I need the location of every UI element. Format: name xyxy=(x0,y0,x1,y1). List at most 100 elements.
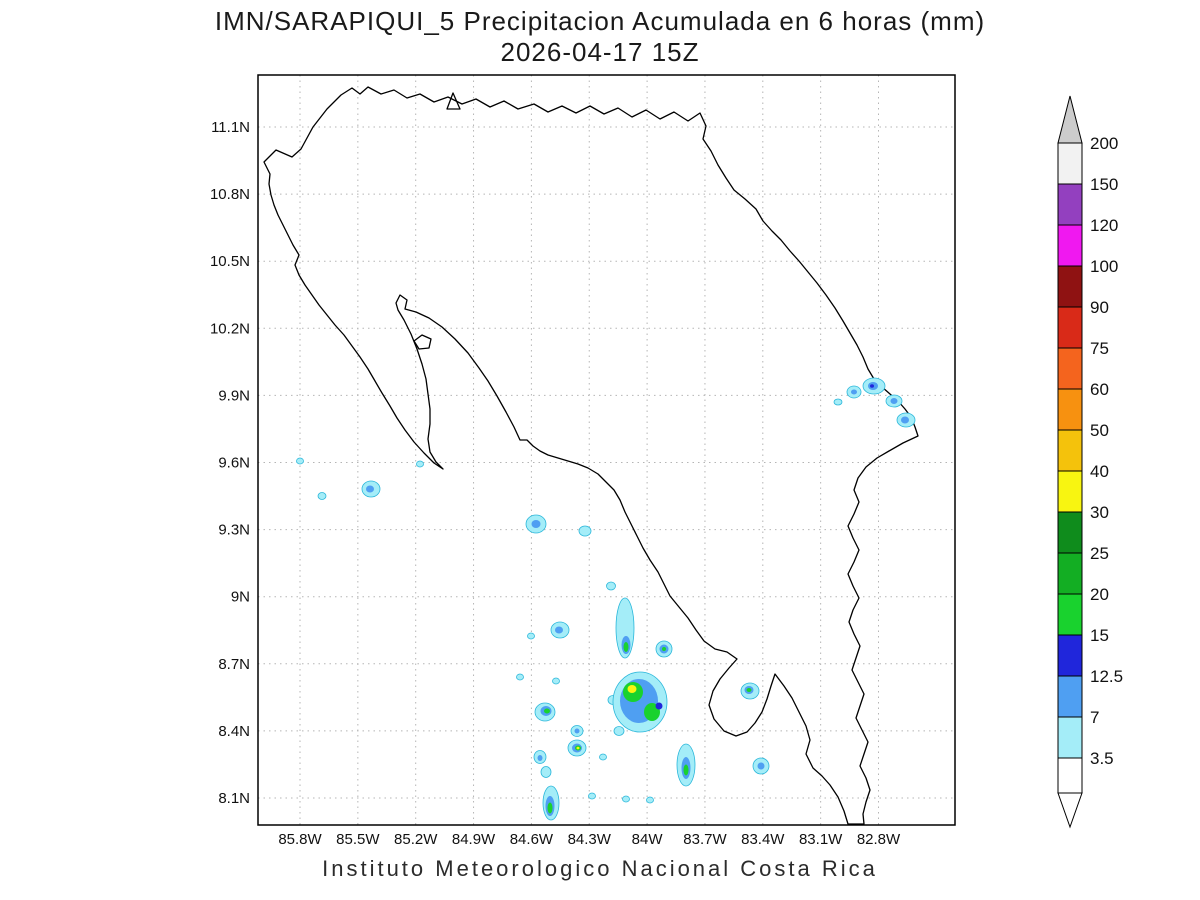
colorbar-label: 50 xyxy=(1090,421,1109,440)
colorbar-segment xyxy=(1057,388,1083,431)
source-caption: Instituto Meteorologico Nacional Costa R… xyxy=(322,856,878,881)
precip-cell xyxy=(516,673,524,681)
precip-cell xyxy=(890,398,898,404)
chart-subtitle-datetime: 2026-04-17 15Z xyxy=(500,37,700,67)
colorbar-segment xyxy=(1057,306,1083,349)
lon-axis-label: 85.8W xyxy=(278,831,322,848)
precip-cell xyxy=(296,457,304,465)
costa-rica-coastline xyxy=(446,92,461,110)
colorbar-label: 12.5 xyxy=(1090,667,1123,686)
costa-rica-coastline xyxy=(413,334,432,350)
precip-cell xyxy=(606,581,616,591)
precip-cell xyxy=(537,755,543,761)
lon-axis-label: 83.4W xyxy=(741,831,785,848)
lon-axis-label: 84W xyxy=(632,831,664,848)
precip-cell xyxy=(576,746,580,750)
colorbar-segment xyxy=(1057,429,1083,472)
lat-axis-label: 9.6N xyxy=(218,455,250,472)
colorbar-label: 25 xyxy=(1090,544,1109,563)
lon-axis-label: 82.8W xyxy=(857,831,901,848)
colorbar-label: 15 xyxy=(1090,626,1109,645)
precip-cell xyxy=(578,525,592,537)
colorbar-segment xyxy=(1057,142,1083,185)
precip-cell xyxy=(574,728,580,734)
lat-axis-label: 9.3N xyxy=(218,522,250,539)
colorbar-label: 3.5 xyxy=(1090,749,1114,768)
chart-title: IMN/SARAPIQUI_5 Precipitacion Acumulada … xyxy=(214,6,986,36)
lat-axis-label: 9.9N xyxy=(218,387,250,404)
lat-axis-label: 8.4N xyxy=(218,723,250,740)
precip-cell xyxy=(683,764,689,776)
colorbar-label: 60 xyxy=(1090,380,1109,399)
precip-cell xyxy=(555,626,563,634)
precip-cell xyxy=(599,753,607,761)
precip-cell xyxy=(833,398,843,406)
colorbar-arrow-top xyxy=(1057,95,1083,144)
precip-cell xyxy=(757,762,765,770)
precip-cell xyxy=(870,384,874,388)
colorbar-label: 30 xyxy=(1090,503,1109,522)
lat-axis-label: 11.1N xyxy=(211,119,250,136)
colorbar-segment xyxy=(1057,224,1083,267)
title-block: IMN/SARAPIQUI_5 Precipitacion Acumulada … xyxy=(0,6,1200,68)
colorbar-segment xyxy=(1057,183,1083,226)
lon-axis-label: 85.5W xyxy=(336,831,380,848)
precip-cell xyxy=(655,702,663,710)
lat-axis-label: 9N xyxy=(231,589,250,606)
colorbar-label: 200 xyxy=(1090,134,1118,153)
lon-axis-label: 84.6W xyxy=(510,831,554,848)
precip-cell xyxy=(623,642,629,652)
colorbar-segment xyxy=(1057,757,1083,794)
precip-cell xyxy=(746,688,752,692)
precip-cell xyxy=(366,485,374,493)
colorbar-segment xyxy=(1057,511,1083,554)
lat-axis-label: 10.5N xyxy=(210,253,250,270)
lat-axis-label: 8.7N xyxy=(218,656,250,673)
lon-axis-label: 83.7W xyxy=(683,831,727,848)
precip-cell xyxy=(531,520,541,528)
colorbar-label: 100 xyxy=(1090,257,1118,276)
lon-axis-label: 83.1W xyxy=(799,831,843,848)
colorbar-label: 90 xyxy=(1090,298,1109,317)
colorbar-segment xyxy=(1057,347,1083,390)
precip-cell xyxy=(851,389,857,395)
precip-cell xyxy=(552,677,560,685)
precip-cell xyxy=(540,766,552,778)
precip-cell xyxy=(416,460,424,468)
colorbar-label: 40 xyxy=(1090,462,1109,481)
colorbar-segment xyxy=(1057,634,1083,677)
precip-cell xyxy=(547,802,553,814)
lat-axis-label: 10.2N xyxy=(210,320,250,337)
precip-cell xyxy=(662,647,666,651)
lon-axis-label: 85.2W xyxy=(394,831,438,848)
colorbar-segment xyxy=(1057,716,1083,759)
precip-cell xyxy=(588,792,596,800)
colorbar-segment xyxy=(1057,552,1083,595)
colorbar-segment xyxy=(1057,675,1083,718)
map-frame xyxy=(257,74,956,826)
colorbar-label: 20 xyxy=(1090,585,1109,604)
colorbar-label: 75 xyxy=(1090,339,1109,358)
precip-cell xyxy=(646,796,654,804)
precip-cell xyxy=(613,726,625,736)
colorbar-segment xyxy=(1057,470,1083,513)
precip-cell xyxy=(527,632,535,640)
precip-cell xyxy=(622,795,630,803)
precip-cell xyxy=(317,492,327,500)
costa-rica-coastline xyxy=(263,86,919,825)
colorbar-segment xyxy=(1057,593,1083,636)
lon-axis-label: 84.3W xyxy=(568,831,612,848)
colorbar-arrow-bottom xyxy=(1057,792,1083,829)
colorbar-label: 120 xyxy=(1090,216,1118,235)
precip-cell xyxy=(627,685,637,693)
precip-cell xyxy=(544,708,550,714)
colorbar-label: 7 xyxy=(1090,708,1099,727)
lat-axis-label: 10.8N xyxy=(210,186,250,203)
precip-cell xyxy=(901,416,909,424)
lat-axis-label: 8.1N xyxy=(218,790,250,807)
lon-axis-label: 84.9W xyxy=(452,831,496,848)
colorbar-label: 150 xyxy=(1090,175,1118,194)
colorbar-segment xyxy=(1057,265,1083,308)
